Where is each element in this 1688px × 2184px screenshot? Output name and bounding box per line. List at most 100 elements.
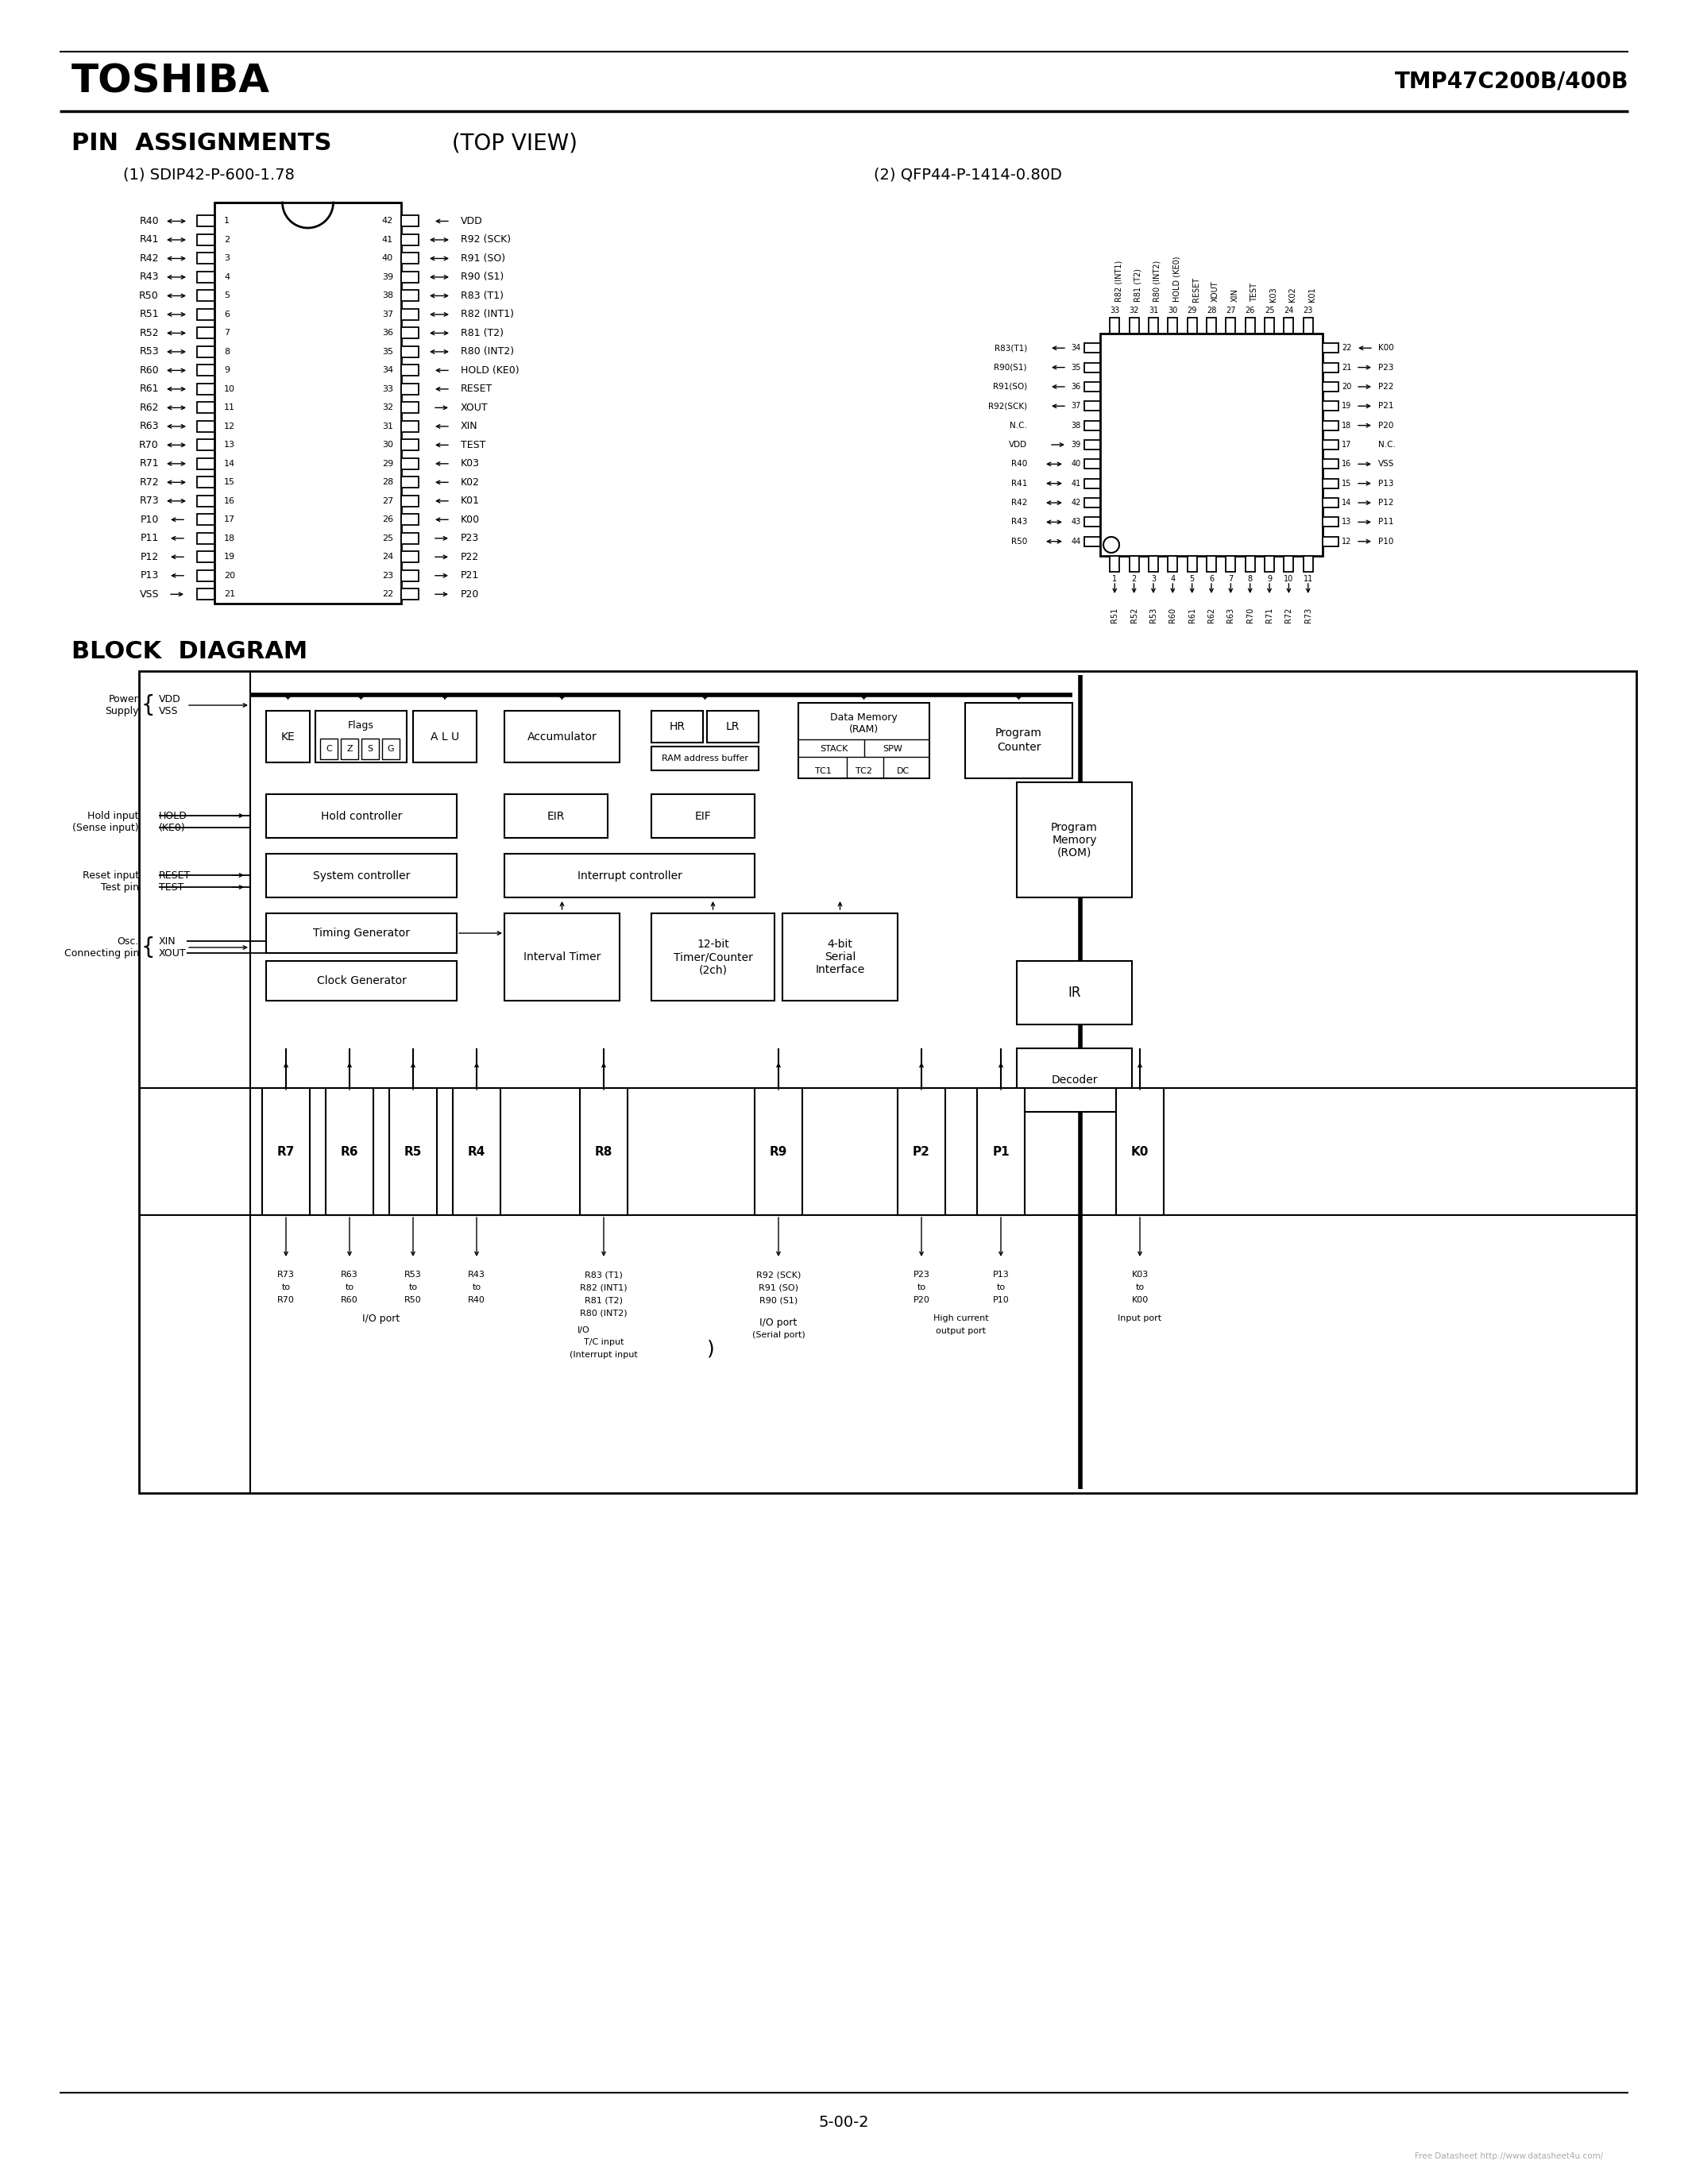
Text: R80 (INT2): R80 (INT2): [461, 347, 515, 356]
Text: 2: 2: [1131, 574, 1136, 583]
Text: Reset input: Reset input: [83, 869, 138, 880]
Text: R8: R8: [594, 1147, 613, 1158]
Text: 30: 30: [381, 441, 393, 450]
Text: K02: K02: [1288, 286, 1296, 301]
Bar: [652, 710, 702, 743]
Text: Free Datasheet http://www.datasheet4u.com/: Free Datasheet http://www.datasheet4u.co…: [1415, 2151, 1604, 2160]
Bar: [402, 570, 419, 581]
Text: 37: 37: [381, 310, 393, 319]
Bar: [402, 590, 419, 601]
Text: 26: 26: [1246, 306, 1254, 314]
Text: RESET: RESET: [461, 384, 493, 395]
Text: Counter: Counter: [996, 740, 1041, 753]
Text: VSS: VSS: [159, 705, 179, 716]
Bar: [197, 216, 214, 227]
Text: P20: P20: [461, 590, 479, 598]
Text: R40: R40: [468, 1295, 486, 1304]
Text: R92 (SCK): R92 (SCK): [461, 234, 511, 245]
Text: 35: 35: [381, 347, 393, 356]
Text: 4: 4: [225, 273, 230, 282]
Text: 5-00-2: 5-00-2: [819, 2114, 869, 2129]
Bar: [267, 854, 457, 898]
Bar: [197, 253, 214, 264]
Bar: [267, 795, 457, 839]
Text: to: to: [344, 1284, 354, 1291]
Text: A L U: A L U: [430, 732, 459, 743]
Bar: [321, 738, 338, 760]
Text: 35: 35: [1072, 363, 1080, 371]
Text: 12: 12: [1342, 537, 1352, 546]
Bar: [402, 253, 419, 264]
Bar: [197, 550, 214, 563]
Text: 5: 5: [1190, 574, 1195, 583]
Text: K03: K03: [461, 459, 479, 470]
Text: R71: R71: [1266, 607, 1273, 622]
Text: K00: K00: [1131, 1295, 1148, 1304]
Text: HOLD (KE0): HOLD (KE0): [1173, 256, 1180, 301]
Text: R82 (INT1): R82 (INT1): [581, 1284, 628, 1291]
Bar: [652, 795, 755, 839]
Text: Serial: Serial: [824, 952, 856, 963]
Text: 31: 31: [381, 422, 393, 430]
Text: 38: 38: [1072, 422, 1080, 430]
Text: Hold input: Hold input: [88, 810, 138, 821]
Text: P23: P23: [913, 1271, 930, 1278]
Bar: [197, 402, 214, 413]
Bar: [452, 1088, 500, 1214]
Bar: [1323, 537, 1339, 546]
Text: 19: 19: [1342, 402, 1352, 411]
Text: to: to: [473, 1284, 481, 1291]
Text: KE: KE: [280, 732, 295, 743]
Bar: [402, 308, 419, 321]
Bar: [402, 347, 419, 358]
Bar: [326, 1088, 373, 1214]
Text: P22: P22: [1377, 382, 1394, 391]
Text: P23: P23: [1377, 363, 1394, 371]
Text: Program: Program: [996, 727, 1041, 738]
Text: PIN  ASSIGNMENTS: PIN ASSIGNMENTS: [71, 131, 331, 155]
Text: R70: R70: [1246, 607, 1254, 622]
Bar: [197, 290, 214, 301]
Text: 21: 21: [225, 590, 235, 598]
Bar: [1084, 498, 1101, 507]
Text: TOSHIBA: TOSHIBA: [71, 61, 270, 100]
Bar: [197, 422, 214, 432]
Text: 10: 10: [225, 384, 235, 393]
Text: R63: R63: [341, 1271, 358, 1278]
Text: Accumulator: Accumulator: [527, 732, 598, 743]
Text: R9: R9: [770, 1147, 787, 1158]
Bar: [652, 913, 775, 1000]
Text: 19: 19: [225, 553, 235, 561]
Bar: [505, 795, 608, 839]
Text: K00: K00: [461, 515, 479, 524]
Bar: [1225, 317, 1236, 334]
Text: 34: 34: [1072, 345, 1080, 352]
Bar: [1148, 557, 1158, 572]
Text: {: {: [140, 695, 155, 716]
Text: (2) QFP44-P-1414-0.80D: (2) QFP44-P-1414-0.80D: [874, 168, 1062, 181]
Bar: [898, 1088, 945, 1214]
Text: 30: 30: [1168, 306, 1178, 314]
Bar: [267, 961, 457, 1000]
Text: P12: P12: [1377, 498, 1394, 507]
Bar: [197, 365, 214, 376]
Bar: [1016, 961, 1133, 1024]
Bar: [197, 384, 214, 395]
Text: 33: 33: [381, 384, 393, 393]
Text: XOUT: XOUT: [1212, 282, 1219, 301]
Text: 36: 36: [1072, 382, 1080, 391]
Text: 17: 17: [1342, 441, 1352, 448]
Text: 20: 20: [1342, 382, 1352, 391]
Bar: [1264, 317, 1274, 334]
Text: 2: 2: [225, 236, 230, 245]
Text: High current: High current: [933, 1315, 989, 1321]
Text: I/O: I/O: [577, 1326, 591, 1334]
Bar: [1323, 343, 1339, 354]
Text: (Serial port): (Serial port): [751, 1330, 805, 1339]
Text: T/C input: T/C input: [584, 1339, 625, 1345]
Text: K01: K01: [1308, 286, 1317, 301]
Bar: [197, 459, 214, 470]
Bar: [402, 234, 419, 245]
Bar: [1168, 317, 1178, 334]
Text: HOLD: HOLD: [159, 810, 187, 821]
